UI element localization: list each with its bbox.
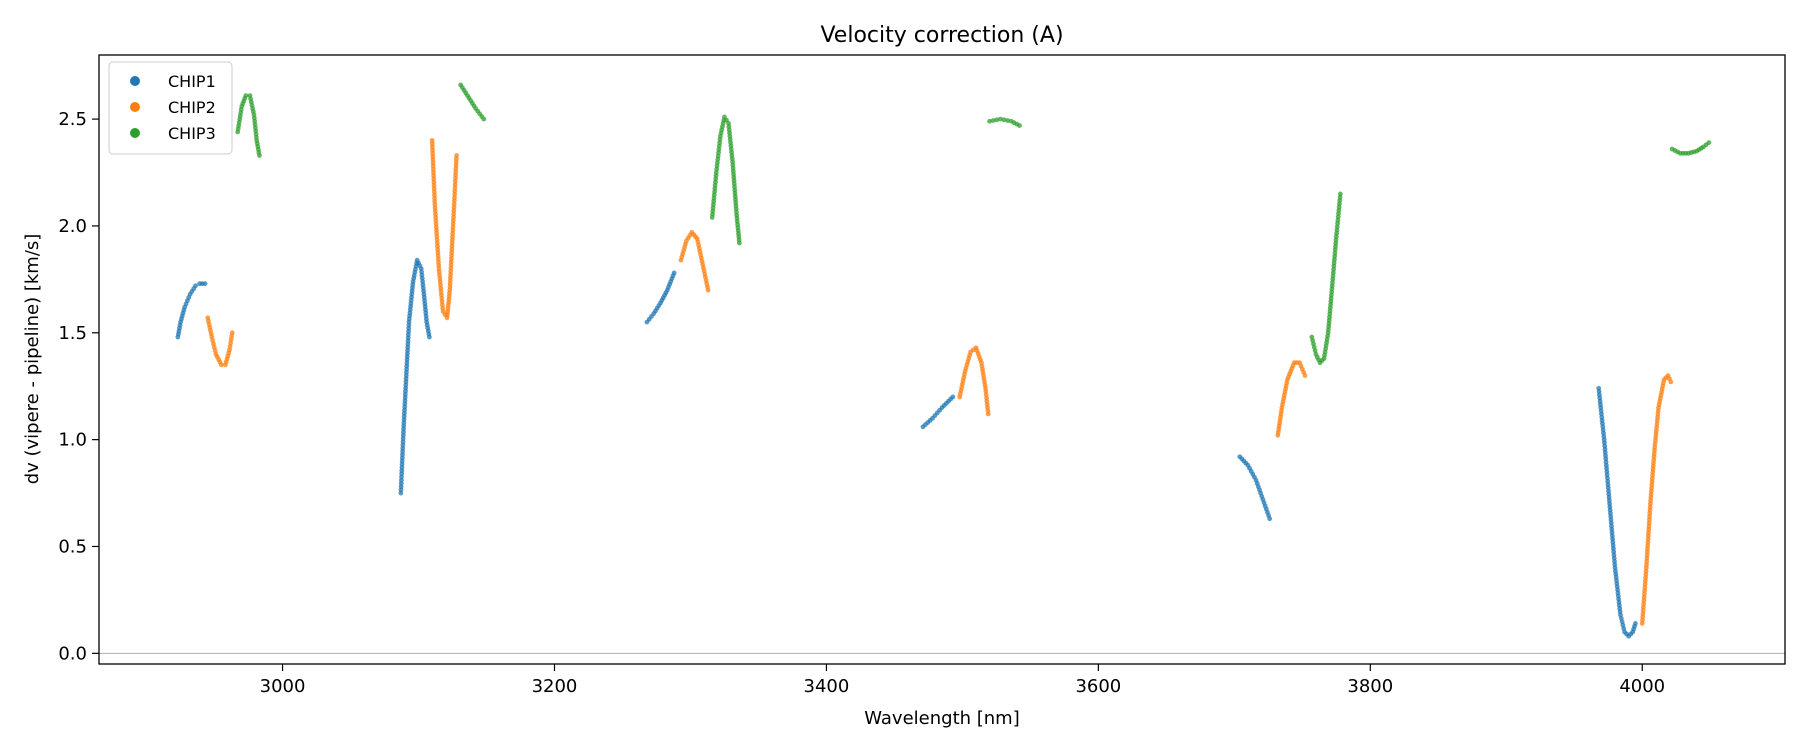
legend-marker-chip1 xyxy=(130,76,140,86)
data-point-chip2 xyxy=(1668,379,1674,385)
series-chip2 xyxy=(205,138,1674,626)
data-point-chip2 xyxy=(705,287,711,293)
data-point-chip1 xyxy=(950,394,956,400)
y-tick-label: 2.0 xyxy=(58,216,87,237)
data-point-chip3 xyxy=(257,153,262,158)
legend-marker-chip3 xyxy=(130,128,140,138)
data-point-chip3 xyxy=(737,240,742,246)
x-tick-label: 3600 xyxy=(1075,676,1121,697)
data-point-chip3 xyxy=(990,118,996,123)
data-point-chip1 xyxy=(671,270,677,276)
data-point-chip3 xyxy=(1337,191,1343,197)
chart-title: Velocity correction (A) xyxy=(820,23,1063,48)
data-point-chip1 xyxy=(427,334,432,340)
legend-label-chip2: CHIP2 xyxy=(168,98,216,117)
y-tick-label: 2.5 xyxy=(58,109,87,130)
x-tick-label: 4000 xyxy=(1619,676,1665,697)
data-point-chip3 xyxy=(998,116,1003,122)
legend-label-chip1: CHIP1 xyxy=(168,72,216,91)
data-point-chip1 xyxy=(1633,621,1638,626)
data-point-chip3 xyxy=(994,117,1000,123)
legend-box xyxy=(108,61,233,155)
data-point-chip3 xyxy=(1001,117,1007,123)
y-tick-label: 0.5 xyxy=(58,536,87,557)
data-point-chip3 xyxy=(481,116,487,122)
y-tick-label: 0.0 xyxy=(58,643,87,664)
data-point-chip1 xyxy=(1267,516,1273,522)
y-tick-label: 1.0 xyxy=(58,430,87,451)
series-chip1 xyxy=(175,257,1638,639)
data-point-chip1 xyxy=(202,281,208,287)
x-axis-label: Wavelength [nm] xyxy=(864,708,1020,729)
y-axis-label: dv (vipere - pipeline) [km/s] xyxy=(22,234,43,485)
data-point-chip3 xyxy=(1005,118,1011,123)
data-point-chip3 xyxy=(1017,123,1022,128)
series-chip3 xyxy=(235,82,1712,366)
data-point-chip3 xyxy=(243,93,249,98)
x-tick-label: 3000 xyxy=(260,676,306,697)
x-tick-label: 3400 xyxy=(804,676,850,697)
data-point-chip2 xyxy=(218,362,224,368)
data-point-chip2 xyxy=(454,153,459,158)
x-tick-label: 3800 xyxy=(1347,676,1393,697)
data-point-chip2 xyxy=(229,330,235,336)
data-point-chip3 xyxy=(1706,140,1712,146)
legend: CHIP1 CHIP2 CHIP3 xyxy=(108,61,233,155)
data-points xyxy=(175,82,1712,639)
x-tick-label: 3200 xyxy=(532,676,578,697)
data-point-chip2 xyxy=(985,411,991,417)
axis-ticks: 3000 3200 3400 3600 3800 4000 0.0 0.5 1.0 1.5 2.0 2… xyxy=(58,109,1665,697)
y-tick-label: 1.5 xyxy=(58,323,87,344)
data-point-chip3 xyxy=(987,118,992,124)
legend-label-chip3: CHIP3 xyxy=(168,124,216,143)
legend-marker-chip2 xyxy=(130,102,140,112)
plot-frame xyxy=(98,54,1786,665)
data-point-chip2 xyxy=(1302,373,1308,378)
data-point-chip1 xyxy=(193,283,198,289)
